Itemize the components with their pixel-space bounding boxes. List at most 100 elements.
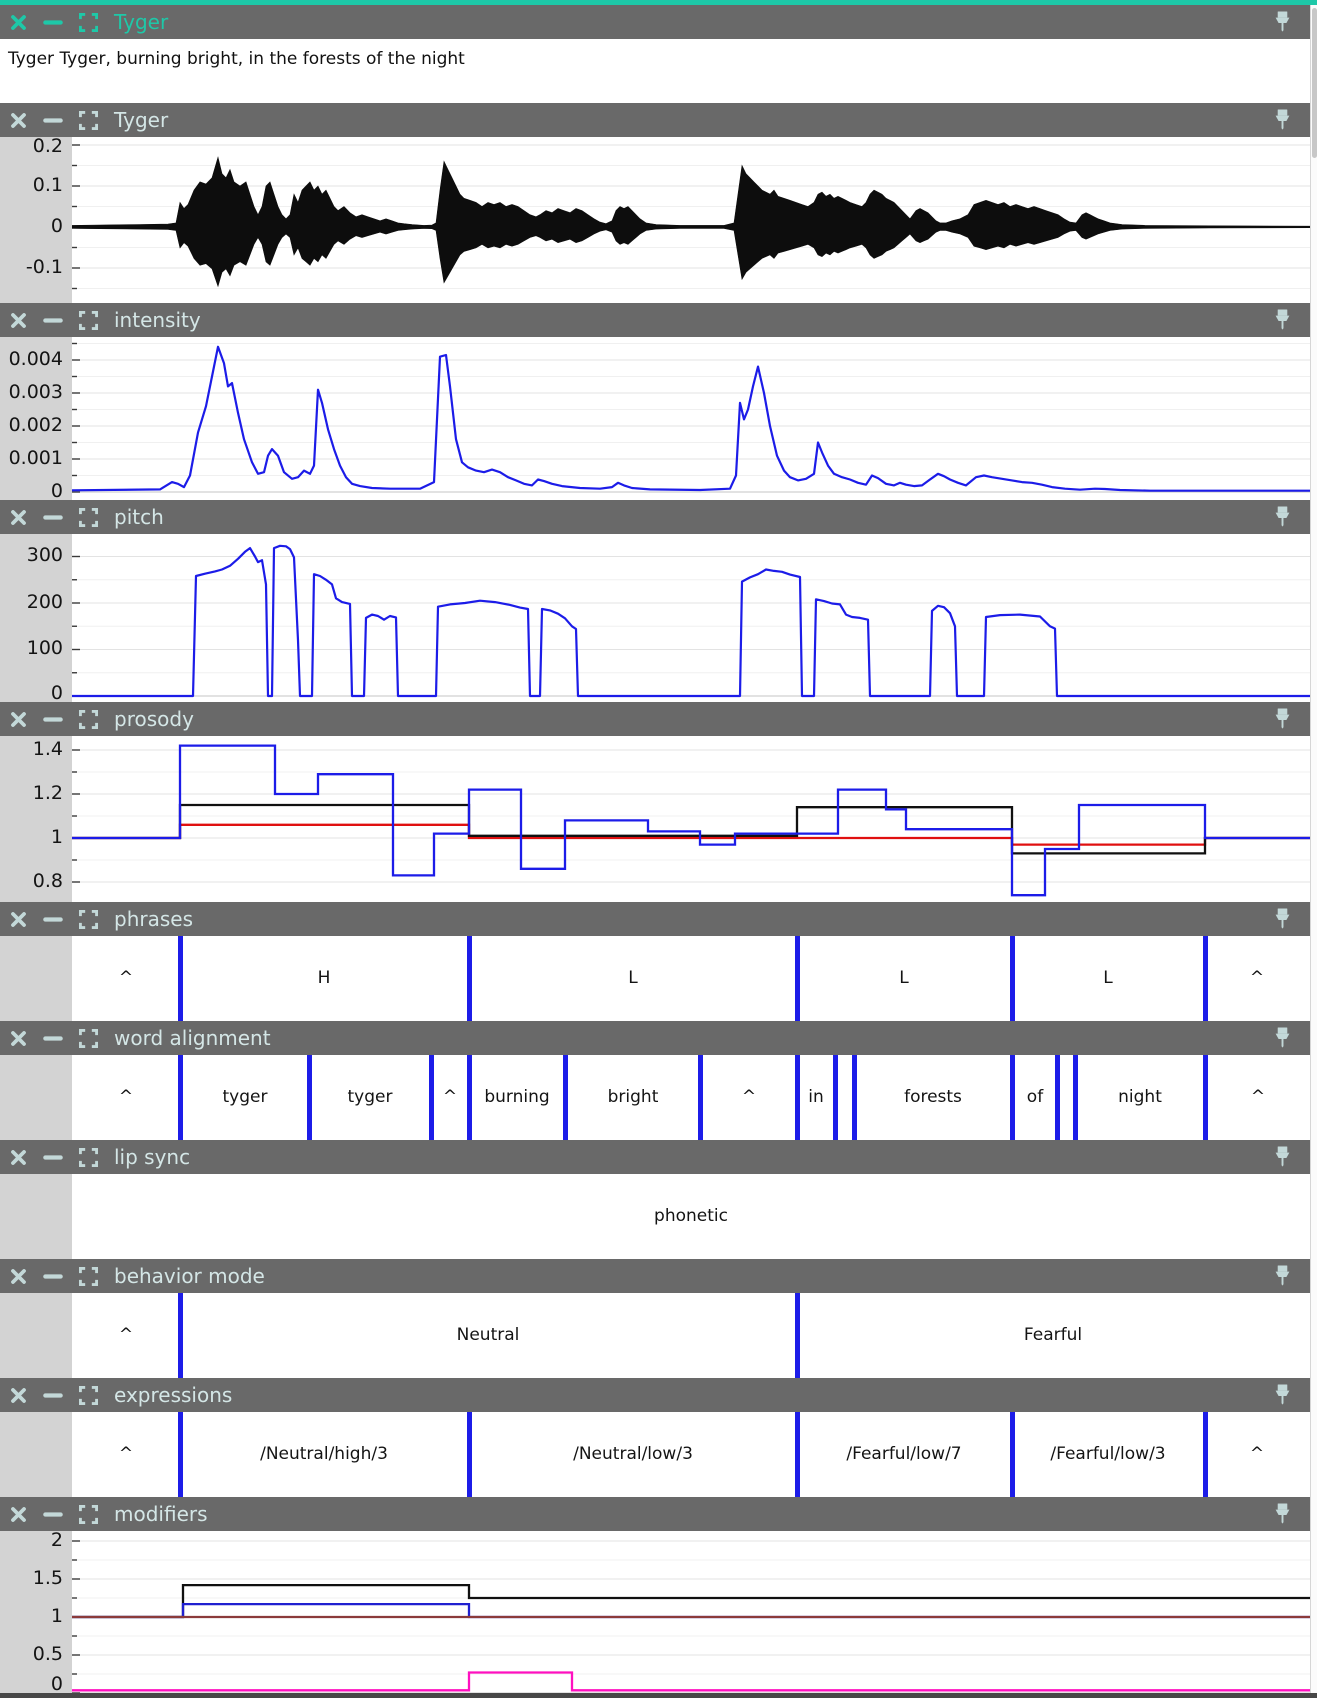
segment-label: H xyxy=(317,968,331,988)
close-icon[interactable] xyxy=(10,112,27,129)
pin-icon[interactable] xyxy=(1271,1383,1294,1410)
minimize-icon[interactable] xyxy=(41,14,65,31)
row-gutter xyxy=(0,936,72,1021)
minimize-icon[interactable] xyxy=(41,1506,65,1523)
close-icon[interactable] xyxy=(10,509,27,526)
segment-boundary[interactable] xyxy=(1009,1412,1015,1497)
segment-boundary[interactable] xyxy=(177,1293,183,1378)
minimize-icon[interactable] xyxy=(41,711,65,728)
panel-waveform: Tyger 0.2 0.1 0 -0.1 xyxy=(0,103,1311,303)
segment-boundary[interactable] xyxy=(697,1055,703,1140)
close-icon[interactable] xyxy=(10,14,27,31)
segment-boundary[interactable] xyxy=(1072,1055,1078,1140)
segment-boundary[interactable] xyxy=(466,936,472,1021)
expand-icon[interactable] xyxy=(79,1028,98,1048)
pin-icon[interactable] xyxy=(1271,1502,1294,1529)
close-icon[interactable] xyxy=(10,1030,27,1047)
segment-boundary[interactable] xyxy=(306,1055,312,1140)
close-icon[interactable] xyxy=(10,312,27,329)
horizontal-scrollbar[interactable] xyxy=(0,1693,1317,1698)
segment-boundary[interactable] xyxy=(794,1293,800,1378)
pin-icon[interactable] xyxy=(1271,1145,1294,1172)
expand-icon[interactable] xyxy=(79,709,98,729)
minimize-icon[interactable] xyxy=(41,1387,65,1404)
segment-boundary[interactable] xyxy=(794,1055,800,1140)
expand-icon[interactable] xyxy=(79,12,98,32)
behavior-mode-track[interactable]: ^ Neutral Fearful xyxy=(0,1293,1310,1378)
minimize-icon[interactable] xyxy=(41,911,65,928)
segment-boundary[interactable] xyxy=(562,1055,568,1140)
close-icon[interactable] xyxy=(10,911,27,928)
intensity-plot[interactable]: 0.004 0.003 0.002 0.001 0 xyxy=(0,337,1310,502)
close-icon[interactable] xyxy=(10,1387,27,1404)
expand-icon[interactable] xyxy=(79,1266,98,1286)
vertical-scrollbar-thumb[interactable] xyxy=(1312,8,1317,158)
panel-header-lip-sync: lip sync xyxy=(0,1140,1310,1174)
segment-boundary[interactable] xyxy=(466,1055,472,1140)
header-icons xyxy=(0,507,98,527)
pin-icon[interactable] xyxy=(1271,308,1294,335)
expand-icon[interactable] xyxy=(79,909,98,929)
header-icons xyxy=(0,709,98,729)
panel-header-phrases: phrases xyxy=(0,902,1310,936)
minimize-icon[interactable] xyxy=(41,312,65,329)
segment-boundary[interactable] xyxy=(428,1055,434,1140)
pin-icon[interactable] xyxy=(1271,505,1294,532)
lip-sync-track[interactable]: phonetic xyxy=(0,1174,1310,1259)
pin-icon[interactable] xyxy=(1271,707,1294,734)
segment-boundary[interactable] xyxy=(794,936,800,1021)
minimize-icon[interactable] xyxy=(41,112,65,129)
header-icons xyxy=(0,310,98,330)
segment-boundary[interactable] xyxy=(851,1055,857,1140)
minimize-icon[interactable] xyxy=(41,1268,65,1285)
pin-icon[interactable] xyxy=(1271,108,1294,135)
expand-icon[interactable] xyxy=(79,310,98,330)
segment-boundary[interactable] xyxy=(177,936,183,1021)
close-icon[interactable] xyxy=(10,1268,27,1285)
segment-boundary[interactable] xyxy=(832,1055,838,1140)
waveform-plot[interactable]: 0.2 0.1 0 -0.1 xyxy=(0,135,1311,303)
panel-title: Tyger xyxy=(114,10,169,34)
segment-label: burning xyxy=(484,1087,550,1107)
pin-icon[interactable] xyxy=(1271,1264,1294,1291)
vertical-scrollbar[interactable] xyxy=(1310,5,1317,1693)
header-icons xyxy=(0,1385,98,1405)
close-icon[interactable] xyxy=(10,1149,27,1166)
pin-icon[interactable] xyxy=(1271,1026,1294,1053)
panel-title: prosody xyxy=(114,707,194,731)
segment-boundary[interactable] xyxy=(1009,936,1015,1021)
segment-boundary[interactable] xyxy=(177,1055,183,1140)
expand-icon[interactable] xyxy=(79,507,98,527)
segment-boundary[interactable] xyxy=(1009,1055,1015,1140)
segment-boundary[interactable] xyxy=(1202,1055,1208,1140)
pin-icon-glyph xyxy=(1275,309,1290,330)
utterance-text[interactable]: Tyger Tyger, burning bright, in the fore… xyxy=(0,39,1310,103)
segment-boundary[interactable] xyxy=(794,1412,800,1497)
close-icon[interactable] xyxy=(10,711,27,728)
expand-icon[interactable] xyxy=(79,110,98,130)
modifiers-plot[interactable]: 2 1.5 1 0.5 0 xyxy=(0,1529,1310,1695)
axis-tick-label: 200 xyxy=(26,591,63,613)
minimize-icon[interactable] xyxy=(41,509,65,526)
expand-icon[interactable] xyxy=(79,1147,98,1167)
phrases-track[interactable]: ^ H L L L ^ xyxy=(0,936,1310,1021)
prosody-plot[interactable]: 1.4 1.2 1 0.8 xyxy=(0,736,1310,902)
segment-boundary[interactable] xyxy=(1054,1055,1060,1140)
word-alignment-track[interactable]: ^ tyger tyger ^ burning bright ^ in forests of nig… xyxy=(0,1055,1310,1140)
pin-icon[interactable] xyxy=(1271,10,1294,37)
close-icon[interactable] xyxy=(10,1506,27,1523)
segment-boundary[interactable] xyxy=(1202,936,1208,1021)
expand-icon[interactable] xyxy=(79,1385,98,1405)
axis-tick-label: 0.1 xyxy=(32,174,63,196)
segment-boundary[interactable] xyxy=(177,1412,183,1497)
segment-boundary[interactable] xyxy=(1202,1412,1208,1497)
expressions-track[interactable]: ^ /Neutral/high/3/Neutral/low/3/Fearful/l… xyxy=(0,1412,1310,1497)
axis-tick-label: 0 xyxy=(50,1673,63,1695)
minimize-icon[interactable] xyxy=(41,1149,65,1166)
segment-boundary[interactable] xyxy=(466,1412,472,1497)
segment-label: /Fearful/low/7 xyxy=(846,1444,962,1464)
pitch-plot[interactable]: 300 200 100 0 xyxy=(0,532,1310,704)
minimize-icon[interactable] xyxy=(41,1030,65,1047)
expand-icon[interactable] xyxy=(79,1504,98,1524)
pin-icon[interactable] xyxy=(1271,907,1294,934)
